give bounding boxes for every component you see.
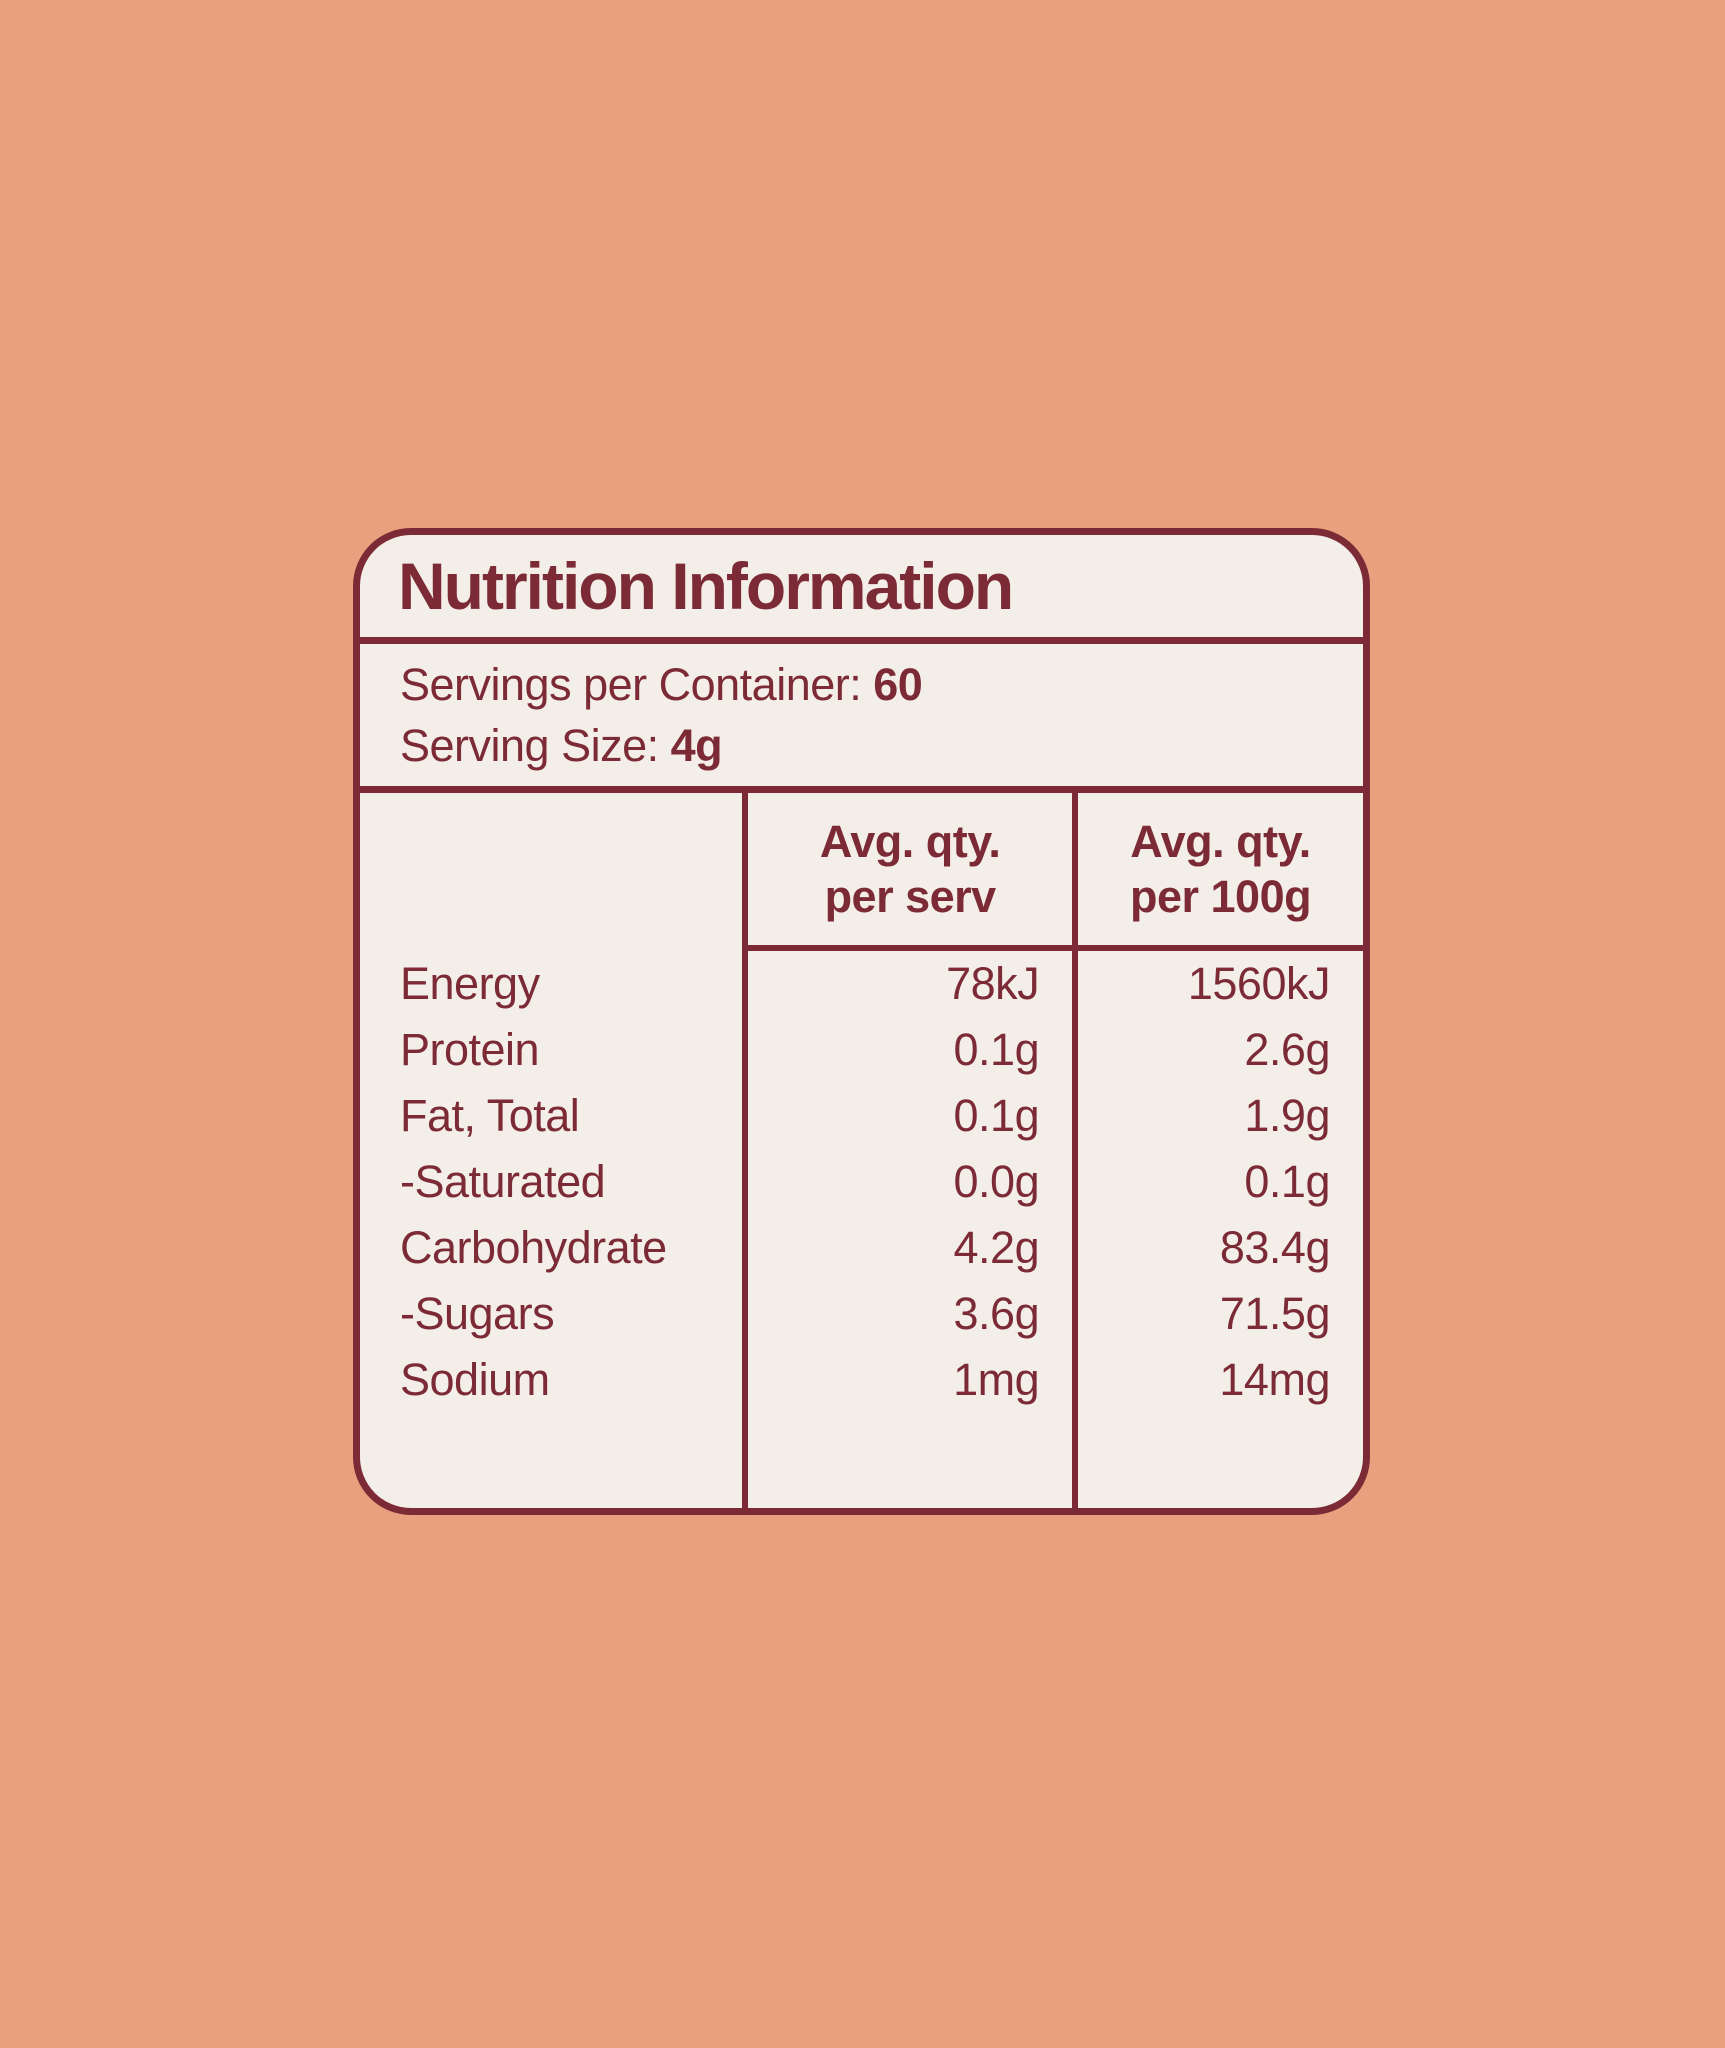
row-energy-label: Energy: [400, 958, 540, 1009]
column-header-per-100g-line2: per 100g: [1130, 871, 1312, 922]
servings-per-container-line: Servings per Container: 60: [400, 654, 1363, 715]
serving-size-line: Serving Size: 4g: [400, 715, 1363, 776]
nutrition-table: Avg. qty. per serv Avg. qty. per 100g En…: [360, 793, 1363, 1508]
row-fat-total-label: Fat, Total: [400, 1090, 580, 1141]
row-sodium-per-100g: 14mg: [1072, 1347, 1363, 1413]
row-saturated-per-100g: 0.1g: [1072, 1149, 1363, 1215]
row-protein-label: Protein: [400, 1024, 540, 1075]
serving-size-value: 4g: [670, 720, 723, 771]
row-protein-per-100g: 2.6g: [1072, 1017, 1363, 1083]
row-carbohydrate-label: Carbohydrate: [400, 1222, 667, 1273]
header-spacer-cell: [360, 793, 742, 951]
row-sodium-label: Sodium: [400, 1354, 550, 1405]
row-sodium-per-serv: 1mg: [742, 1347, 1072, 1413]
column-header-per-serv-line2: per serv: [824, 871, 997, 922]
row-protein-per-serv: 0.1g: [742, 1017, 1072, 1083]
column-header-per-serv-line1: Avg. qty.: [819, 816, 1001, 867]
row-energy-per-100g: 1560kJ: [1072, 951, 1363, 1017]
row-saturated-per-serv: 0.0g: [742, 1149, 1072, 1215]
row-saturated-label: -Saturated: [400, 1156, 606, 1207]
row-sugars-per-serv: 3.6g: [742, 1281, 1072, 1347]
nutrition-title: Nutrition Information: [398, 549, 1014, 623]
row-carbohydrate-per-serv: 4.2g: [742, 1215, 1072, 1281]
nutrition-label-panel: Nutrition Information Servings per Conta…: [353, 528, 1370, 1515]
servings-section: Servings per Container: 60 Serving Size:…: [360, 644, 1363, 793]
table-filler-per-serv: [742, 1413, 1072, 1508]
column-header-per-serv: Avg. qty. per serv: [742, 793, 1073, 951]
row-sugars-label: -Sugars: [400, 1288, 555, 1339]
servings-per-container-value: 60: [873, 659, 923, 710]
row-sugars-per-100g: 71.5g: [1072, 1281, 1363, 1347]
row-fat-total-per-serv: 0.1g: [742, 1083, 1072, 1149]
nutrition-title-section: Nutrition Information: [360, 535, 1363, 644]
table-filler-left: [360, 1413, 742, 1508]
column-header-per-100g-line1: Avg. qty.: [1130, 816, 1311, 867]
row-carbohydrate-per-100g: 83.4g: [1072, 1215, 1363, 1281]
row-fat-total-per-100g: 1.9g: [1072, 1083, 1363, 1149]
serving-size-label: Serving Size:: [400, 720, 659, 771]
servings-per-container-label: Servings per Container:: [400, 659, 862, 710]
row-energy-per-serv: 78kJ: [742, 951, 1072, 1017]
table-filler-per-100g: [1072, 1413, 1363, 1508]
column-header-per-100g: Avg. qty. per 100g: [1072, 793, 1363, 951]
